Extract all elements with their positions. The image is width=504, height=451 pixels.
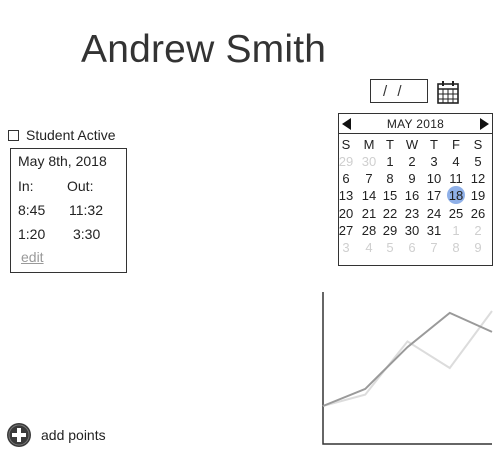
- weekday-header: S: [341, 137, 351, 152]
- student-active-label: Student Active: [26, 127, 116, 143]
- calendar-day[interactable]: 8: [452, 240, 460, 255]
- calendar-day[interactable]: 20: [338, 205, 354, 221]
- calendar-day[interactable]: 26: [470, 205, 486, 221]
- weekday-header: T: [430, 137, 438, 152]
- chart-axes: [322, 292, 492, 445]
- calendar-day[interactable]: 16: [404, 188, 420, 204]
- calendar-day[interactable]: 27: [338, 222, 354, 238]
- calendar-day[interactable]: 29: [338, 154, 354, 169]
- attendance-card: May 8th, 2018 In: Out: 8:45 11:32 1:20 3…: [10, 148, 127, 273]
- prev-month-icon[interactable]: [342, 118, 351, 130]
- in-label: In:: [18, 178, 34, 194]
- calendar-day[interactable]: 15: [382, 188, 398, 204]
- edit-link[interactable]: edit: [21, 249, 44, 265]
- calendar-day[interactable]: 9: [474, 240, 482, 255]
- calendar-day[interactable]: 1: [452, 222, 460, 238]
- calendar-icon: [437, 81, 459, 104]
- session-1-in: 8:45: [18, 202, 46, 218]
- attendance-date: May 8th, 2018: [18, 153, 107, 169]
- weekday-header: F: [452, 137, 460, 152]
- calendar-day[interactable]: 3: [430, 154, 438, 169]
- calendar-day[interactable]: 30: [404, 222, 420, 238]
- calendar-day[interactable]: 18: [445, 186, 467, 205]
- session-2-in: 1:20: [18, 226, 46, 242]
- calendar-day[interactable]: 29: [382, 222, 398, 238]
- calendar-day[interactable]: 17: [426, 188, 442, 204]
- calendar-day[interactable]: 5: [474, 154, 482, 169]
- calendar-day[interactable]: 2: [408, 154, 416, 169]
- calendar-day[interactable]: 6: [408, 240, 416, 255]
- calendar-day[interactable]: 23: [404, 205, 420, 221]
- weekday-header: S: [473, 137, 483, 152]
- calendar-day[interactable]: 2: [474, 222, 482, 238]
- calendar-day[interactable]: 28: [361, 222, 377, 238]
- add-points-button[interactable]: add points: [6, 422, 106, 448]
- weekday-header: W: [405, 137, 419, 152]
- calendar-day[interactable]: 8: [386, 171, 394, 187]
- calendar-day[interactable]: 11: [449, 171, 463, 187]
- series-line-1: [322, 310, 493, 407]
- calendar-day[interactable]: 22: [382, 205, 398, 221]
- calendar-day[interactable]: 25: [448, 205, 464, 221]
- calendar-day[interactable]: 12: [470, 171, 486, 187]
- next-month-icon[interactable]: [480, 118, 489, 130]
- student-name-title: Andrew Smith: [81, 28, 327, 71]
- weekday-header: M: [363, 137, 375, 152]
- student-active-row[interactable]: Student Active: [8, 127, 116, 143]
- calendar-day[interactable]: 21: [361, 205, 377, 221]
- calendar-day[interactable]: 14: [361, 188, 377, 204]
- calendar-day[interactable]: 30: [361, 154, 377, 169]
- calendar-day[interactable]: 19: [470, 188, 486, 204]
- calendar-day[interactable]: 1: [386, 154, 394, 169]
- calendar-button[interactable]: [436, 79, 460, 105]
- calendar-header: MAY 2018: [339, 114, 492, 134]
- calendar-day[interactable]: 3: [342, 240, 350, 255]
- calendar-day[interactable]: 5: [386, 240, 394, 255]
- calendar-day[interactable]: 7: [430, 240, 438, 255]
- calendar-day[interactable]: 4: [365, 240, 373, 255]
- calendar-widget: MAY 2018 S M T W T F S 29 30 1 2 3 4 5 6 7 8 9 10 11 12 13 14 1…: [338, 113, 493, 266]
- student-active-checkbox[interactable]: [8, 129, 19, 141]
- calendar-day[interactable]: 7: [365, 171, 373, 187]
- calendar-day[interactable]: 10: [426, 171, 442, 187]
- calendar-day[interactable]: 6: [342, 171, 350, 187]
- out-label: Out:: [67, 178, 94, 194]
- calendar-month-label: MAY 2018: [386, 117, 445, 131]
- date-input[interactable]: [370, 79, 428, 103]
- calendar-day[interactable]: 4: [452, 154, 460, 169]
- series-line-2: [322, 311, 493, 407]
- calendar-day[interactable]: 31: [426, 222, 442, 238]
- session-2-out: 3:30: [73, 226, 101, 242]
- line-chart: [322, 292, 493, 445]
- session-1-out: 11:32: [69, 202, 103, 218]
- calendar-day[interactable]: 13: [338, 188, 354, 204]
- add-points-label: add points: [41, 427, 106, 443]
- weekday-header: T: [386, 137, 394, 152]
- calendar-day[interactable]: 9: [408, 171, 416, 187]
- plus-circle-icon: [7, 423, 31, 447]
- calendar-day[interactable]: 24: [426, 205, 442, 221]
